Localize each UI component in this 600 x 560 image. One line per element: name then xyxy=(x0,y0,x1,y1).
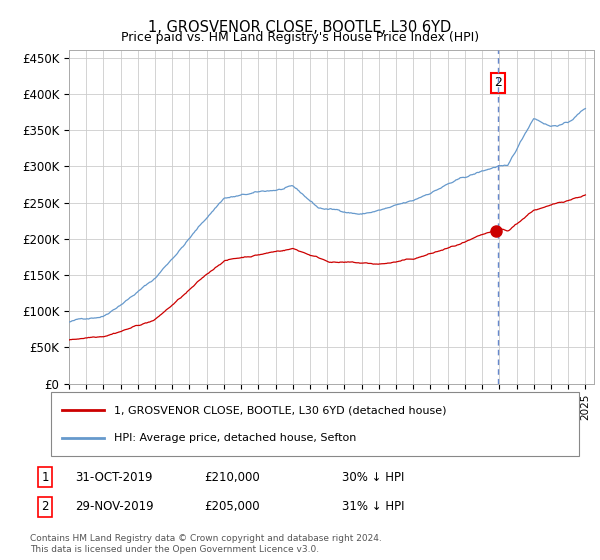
Text: 29-NOV-2019: 29-NOV-2019 xyxy=(75,500,154,514)
Text: Price paid vs. HM Land Registry's House Price Index (HPI): Price paid vs. HM Land Registry's House … xyxy=(121,31,479,44)
Text: 2: 2 xyxy=(494,77,502,90)
Text: £205,000: £205,000 xyxy=(204,500,260,514)
Text: HPI: Average price, detached house, Sefton: HPI: Average price, detached house, Seft… xyxy=(115,433,357,444)
FancyBboxPatch shape xyxy=(51,392,579,456)
Text: 31-OCT-2019: 31-OCT-2019 xyxy=(75,470,152,484)
Text: 31% ↓ HPI: 31% ↓ HPI xyxy=(342,500,404,514)
Text: 2: 2 xyxy=(41,500,49,514)
Text: £210,000: £210,000 xyxy=(204,470,260,484)
Text: This data is licensed under the Open Government Licence v3.0.: This data is licensed under the Open Gov… xyxy=(30,545,319,554)
Text: Contains HM Land Registry data © Crown copyright and database right 2024.: Contains HM Land Registry data © Crown c… xyxy=(30,534,382,543)
Text: 1, GROSVENOR CLOSE, BOOTLE, L30 6YD (detached house): 1, GROSVENOR CLOSE, BOOTLE, L30 6YD (det… xyxy=(115,405,447,415)
Text: 1: 1 xyxy=(41,470,49,484)
Text: 1, GROSVENOR CLOSE, BOOTLE, L30 6YD: 1, GROSVENOR CLOSE, BOOTLE, L30 6YD xyxy=(148,20,452,35)
Text: 30% ↓ HPI: 30% ↓ HPI xyxy=(342,470,404,484)
